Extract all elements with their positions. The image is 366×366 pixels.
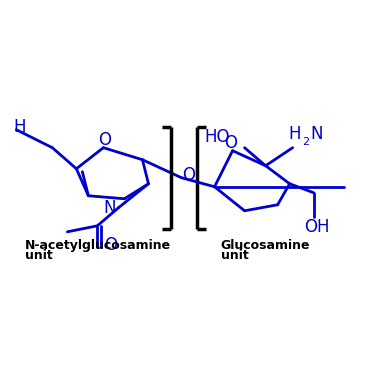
Text: N: N	[103, 199, 116, 217]
Text: Glucosamine: Glucosamine	[221, 239, 310, 252]
Text: H: H	[13, 118, 26, 136]
Text: OH: OH	[304, 218, 329, 236]
Text: N-acetylglucosamine: N-acetylglucosamine	[25, 239, 171, 252]
Text: O: O	[183, 166, 195, 184]
Text: HO: HO	[204, 128, 229, 146]
Text: O: O	[225, 134, 238, 152]
Text: H: H	[288, 125, 300, 143]
Text: unit: unit	[221, 249, 248, 262]
Text: O: O	[104, 236, 117, 254]
Text: N: N	[310, 125, 323, 143]
Text: unit: unit	[25, 249, 53, 262]
Text: 2: 2	[303, 137, 310, 147]
Text: O: O	[98, 131, 111, 149]
